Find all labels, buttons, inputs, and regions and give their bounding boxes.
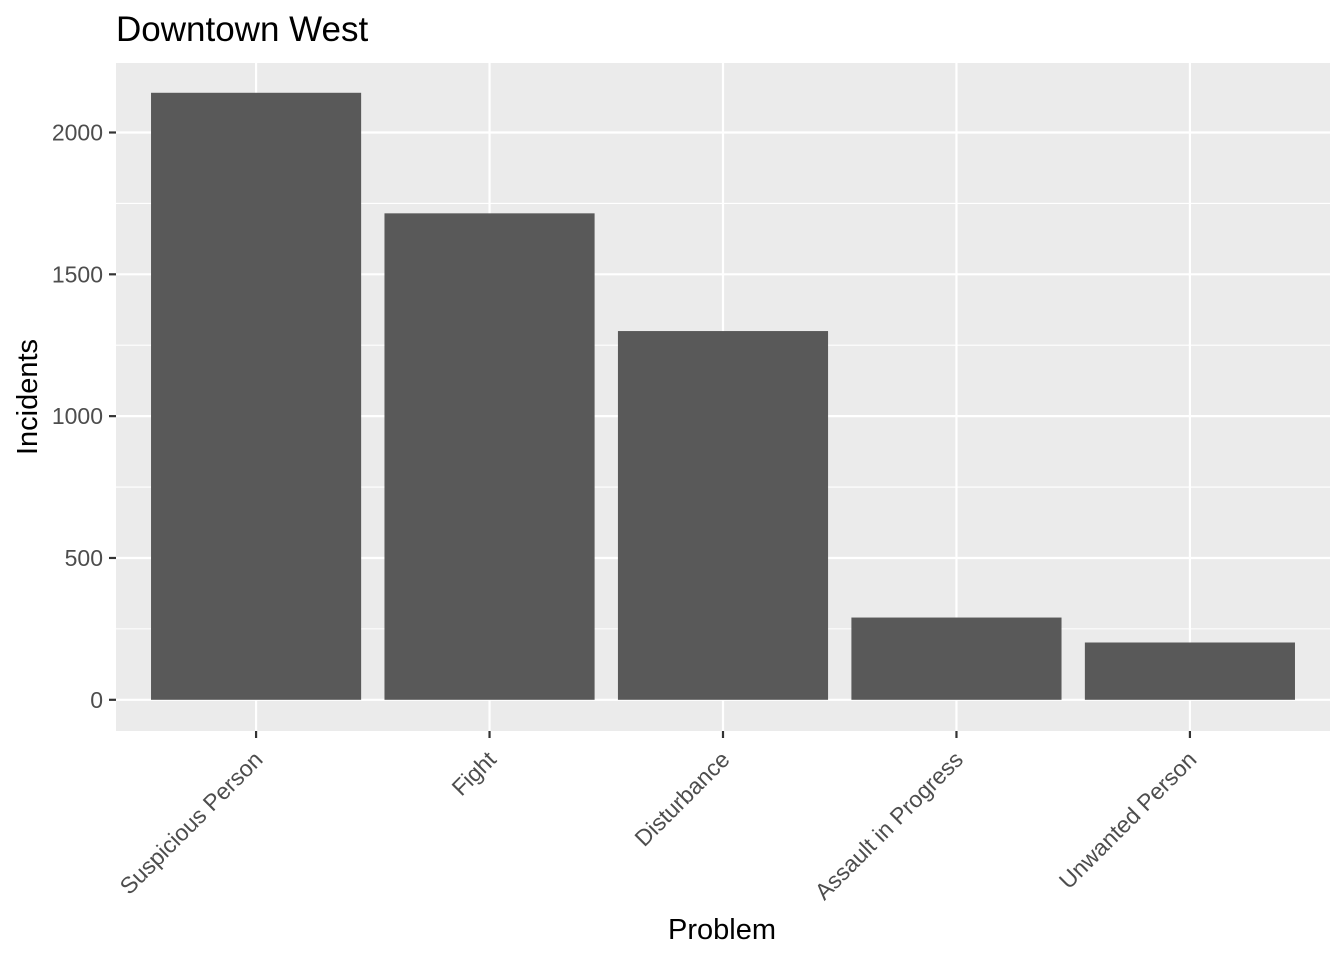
bar-fight xyxy=(384,213,595,700)
x-tick-label: Unwanted Person xyxy=(1054,746,1202,894)
y-tick-label: 0 xyxy=(90,687,103,713)
bar-series xyxy=(151,92,1295,700)
y-tick-label: 2000 xyxy=(52,119,103,145)
x-axis-title: Problem xyxy=(668,914,776,946)
bar-suspicious-person xyxy=(151,92,362,700)
chart-title: Downtown West xyxy=(116,10,369,49)
y-axis: 0 500 1000 1500 2000 xyxy=(52,119,116,713)
y-tick-label: 500 xyxy=(65,545,103,571)
x-tick-label: Assault in Progress xyxy=(810,746,968,904)
bar-disturbance xyxy=(617,331,829,700)
y-tick-label: 1500 xyxy=(52,261,103,287)
x-tick-label: Suspicious Person xyxy=(115,746,268,899)
bar-unwanted-person xyxy=(1084,642,1295,700)
x-axis: Suspicious Person Fight Disturbance Assault… xyxy=(115,731,1202,905)
y-tick-label: 1000 xyxy=(52,403,103,429)
x-tick-label: Fight xyxy=(447,746,502,801)
x-tick-label: Disturbance xyxy=(629,746,734,851)
y-axis-title: Incidents xyxy=(12,339,44,455)
bar-assault-in-progress xyxy=(851,617,1062,700)
